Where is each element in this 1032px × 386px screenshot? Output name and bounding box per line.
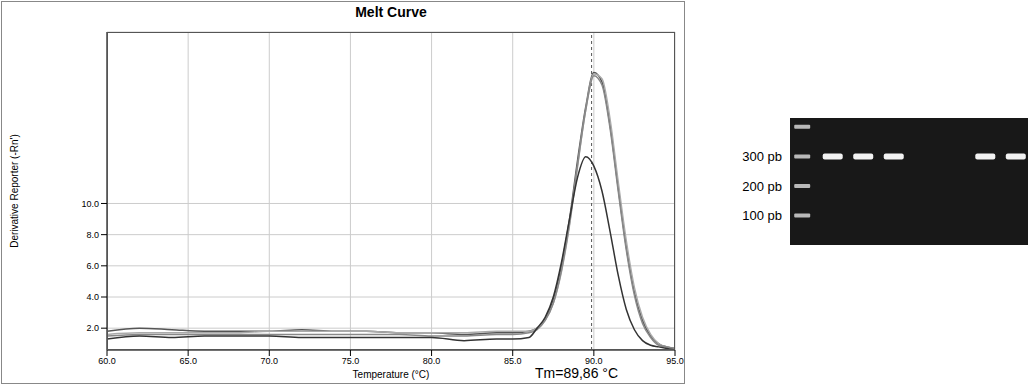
svg-text:300 pb: 300 pb (742, 149, 782, 164)
svg-text:75.0: 75.0 (342, 356, 360, 366)
svg-text:4.0: 4.0 (86, 292, 99, 302)
svg-text:200 pb: 200 pb (742, 179, 782, 194)
html-text:Melt Curve: Melt Curve (355, 4, 427, 20)
svg-text:65.0: 65.0 (179, 356, 197, 366)
html-text:Tm=89,86 °C: Tm=89,86 °C (535, 365, 618, 381)
html-text:Derivative Reporter (-Rn'): Derivative Reporter (-Rn') (8, 134, 20, 248)
svg-text:2.0: 2.0 (86, 323, 99, 333)
svg-text:80.0: 80.0 (423, 356, 441, 366)
html-text:Temperature (°C): Temperature (°C) (352, 369, 430, 380)
svg-text:8.0: 8.0 (86, 230, 99, 240)
svg-text:90.0: 90.0 (585, 356, 603, 366)
svg-text:10.0: 10.0 (81, 199, 99, 209)
svg-text:85.0: 85.0 (504, 356, 522, 366)
svg-text:60.0: 60.0 (98, 356, 116, 366)
svg-text:100 pb: 100 pb (742, 208, 782, 223)
svg-text:95.0: 95.0 (666, 356, 684, 366)
svg-text:70.0: 70.0 (261, 356, 279, 366)
svg-text:6.0: 6.0 (86, 261, 99, 271)
